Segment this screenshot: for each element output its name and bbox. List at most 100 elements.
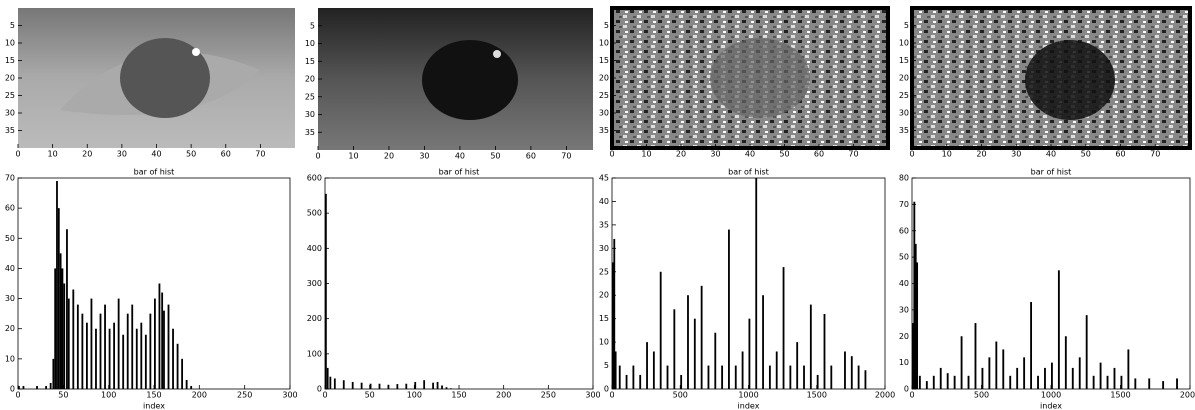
x-tick-label: 30 [710, 150, 720, 159]
bar [58, 208, 60, 389]
y-tick-label: 20 [599, 74, 609, 83]
x-tick-label: 70 [1150, 150, 1160, 159]
bar [988, 357, 990, 389]
bar [940, 368, 942, 389]
y-tick-label: 10 [5, 39, 15, 48]
y-tick-label: 30 [599, 109, 609, 118]
bar [104, 305, 106, 389]
x-tick-label: 20 [976, 150, 986, 159]
bar [721, 366, 723, 389]
x-tick-label: 20 [384, 152, 394, 161]
x-tick-label: 500 [974, 391, 989, 400]
y-tick-label: 15 [305, 57, 315, 66]
bar [437, 382, 439, 389]
y-tick-label: 70 [5, 174, 15, 183]
y-tick-label: 50 [899, 253, 909, 262]
bar [615, 351, 617, 389]
bar [50, 383, 52, 389]
bar [113, 323, 115, 389]
y-tick-label: 35 [599, 220, 609, 229]
y-tick-label: 50 [5, 234, 15, 243]
bar [1030, 302, 1032, 389]
bar [735, 366, 737, 389]
bar [1134, 378, 1136, 389]
bar [63, 284, 65, 390]
x-tick-label: 30 [419, 152, 429, 161]
bar [352, 382, 354, 389]
bar [181, 359, 183, 389]
x-tick-label: 150 [146, 391, 161, 400]
bar [803, 366, 805, 389]
y-tick-label: 15 [899, 56, 909, 65]
x-tick-label: 10 [641, 150, 651, 159]
x-tick-label: 200 [192, 391, 207, 400]
y-tick-label: 35 [899, 126, 909, 135]
bar [168, 305, 170, 389]
y-tick-label: 40 [5, 264, 15, 273]
x-tick-label: 60 [221, 150, 231, 159]
bar [109, 329, 111, 389]
bar [632, 366, 634, 389]
bar [60, 253, 62, 389]
bar [396, 384, 398, 389]
bar [1093, 376, 1095, 389]
bar [858, 366, 860, 389]
x-tick-label: 250 [541, 391, 556, 400]
y-tick-label: 0 [10, 385, 15, 394]
y-tick-label: 40 [599, 197, 609, 206]
bar [122, 335, 124, 389]
bar [742, 351, 744, 389]
bar [127, 314, 129, 389]
bar [161, 293, 163, 389]
y-tick-label: 0 [904, 385, 909, 394]
bar [1002, 349, 1004, 389]
x-tick-label: 0 [909, 150, 914, 159]
x-tick-label: 1000 [738, 391, 758, 400]
y-tick-label: 60 [899, 226, 909, 235]
x-tick-label: 2000 [1180, 391, 1195, 400]
bar [140, 323, 142, 389]
x-tick-label: 20 [676, 150, 686, 159]
bar [163, 311, 165, 389]
bar [708, 366, 710, 389]
bar [190, 386, 192, 389]
bar [149, 314, 151, 389]
bar [995, 342, 997, 389]
y-tick-label: 30 [899, 305, 909, 314]
x-tick-label: 300 [585, 391, 600, 400]
y-tick-label: 5 [604, 21, 609, 30]
bar [23, 386, 25, 389]
x-tick-label: 2000 [875, 391, 895, 400]
x-axis-label: index [1040, 402, 1062, 410]
bar [933, 376, 935, 389]
bar [56, 181, 58, 389]
bar [1044, 368, 1046, 389]
x-tick-label: 10 [48, 150, 58, 159]
bar [947, 373, 949, 389]
x-tick-label: 20 [82, 150, 92, 159]
bar [619, 366, 621, 389]
bar [45, 386, 47, 389]
x-tick-label: 100 [101, 391, 116, 400]
y-tick-label: 60 [5, 204, 15, 213]
bar [1162, 381, 1164, 389]
bar [789, 366, 791, 389]
x-tick-label: 0 [609, 391, 614, 400]
x-tick-label: 50 [1081, 150, 1091, 159]
x-tick-label: 50 [186, 150, 196, 159]
bar [1148, 378, 1150, 389]
x-tick-label: 500 [673, 391, 688, 400]
bar [851, 356, 853, 389]
bar [52, 359, 54, 389]
bar [626, 375, 628, 389]
y-tick-label: 40 [899, 279, 909, 288]
bar [131, 305, 133, 389]
y-tick-label: 10 [899, 358, 909, 367]
bar [749, 319, 751, 389]
bar [824, 314, 826, 389]
bar [172, 329, 174, 389]
bar [769, 366, 771, 389]
bar [62, 268, 64, 389]
y-tick-label: 600 [307, 174, 322, 183]
bar [154, 299, 156, 389]
